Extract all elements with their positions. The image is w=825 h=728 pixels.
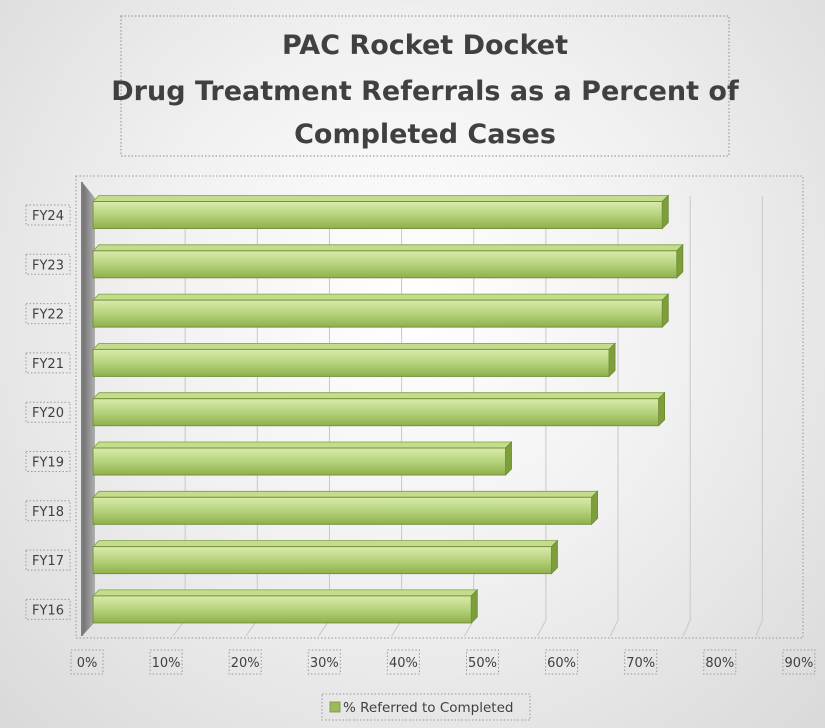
- category-label: FY19: [32, 456, 64, 471]
- category-label-box: [25, 451, 71, 472]
- x-tick-label: 0%: [77, 656, 98, 671]
- gridline-floor: [755, 619, 763, 637]
- bar-top-face: [92, 342, 617, 350]
- bar: [92, 496, 593, 525]
- category-label-box: [25, 549, 71, 571]
- chart-title-line-3: Completed Cases: [294, 119, 556, 150]
- bar: [92, 250, 678, 279]
- bar: [92, 546, 552, 575]
- bar-top-face: [92, 293, 670, 301]
- bar-top-face: [92, 589, 479, 597]
- bar: [92, 398, 660, 427]
- category-label: FY22: [32, 308, 64, 323]
- bar-end-face: [551, 539, 558, 575]
- plot-area-frame: [75, 175, 804, 639]
- x-tick-label: 30%: [310, 656, 339, 671]
- legend-swatch: [329, 701, 341, 713]
- legend-box: [321, 693, 531, 721]
- x-tick-label: 40%: [389, 656, 418, 671]
- bar-end-face: [470, 588, 478, 624]
- category-label-box: [25, 500, 71, 522]
- gridline-floor: [464, 619, 475, 637]
- category-label: FY17: [32, 554, 64, 569]
- bar-end-face: [661, 194, 669, 230]
- category-label-box: [25, 352, 71, 374]
- category-label-box: [25, 303, 71, 325]
- category-label-box: [25, 598, 71, 620]
- category-label: FY23: [32, 258, 64, 273]
- x-tick-label: 70%: [626, 656, 655, 671]
- bar: [92, 447, 507, 476]
- category-label: FY21: [32, 357, 64, 372]
- x-tick-label: 20%: [231, 656, 260, 671]
- title-box: [120, 15, 730, 157]
- bar: [92, 201, 663, 229]
- gridline-floor: [682, 619, 691, 637]
- chart-side-wall: [82, 182, 95, 636]
- bar: [92, 348, 610, 377]
- bar-end-face: [591, 490, 598, 526]
- bar-end-face: [676, 243, 684, 279]
- x-tick-label: 60%: [547, 656, 576, 671]
- bar-top-face: [92, 392, 666, 400]
- category-label: FY24: [32, 209, 64, 224]
- bars-layer: [92, 194, 684, 624]
- chart-title-line-2: Drug Treatment Referrals as a Percent of: [111, 76, 739, 107]
- bar-top-face: [92, 244, 684, 252]
- x-tick-label: 50%: [468, 656, 497, 671]
- y-axis-labels: FY24 FY23 FY22 FY21 FY20 FY19 FY18 FY17 FY16: [25, 204, 71, 620]
- x-tick-label: 90%: [784, 656, 813, 671]
- gridline-floor: [536, 619, 547, 637]
- category-label-box: [25, 253, 71, 275]
- category-label: FY18: [32, 505, 64, 520]
- bar-end-face: [661, 293, 669, 329]
- bar-end-face: [608, 342, 616, 378]
- chart-title-line-1: PAC Rocket Docket: [282, 30, 568, 61]
- gridline-floor: [609, 619, 619, 637]
- bar-end-face: [505, 441, 512, 476]
- legend-label: % Referred to Completed: [343, 700, 513, 716]
- bar: [92, 299, 663, 328]
- bar: [92, 595, 472, 624]
- bar-top-face: [92, 540, 559, 547]
- category-label: FY16: [32, 603, 64, 618]
- bar-top-face: [92, 490, 599, 498]
- x-axis-labels: 0% 10% 20% 30% 40% 50% 60% 70% 80% 90%: [70, 649, 816, 675]
- bar-top-face: [92, 441, 513, 449]
- x-tick-label: 10%: [152, 656, 181, 671]
- x-tick-label: 80%: [705, 656, 734, 671]
- bar-end-face: [658, 391, 666, 427]
- category-label-box: [25, 204, 71, 226]
- category-label: FY20: [32, 406, 64, 421]
- category-label-box: [25, 401, 71, 423]
- bar-top-face: [92, 195, 670, 202]
